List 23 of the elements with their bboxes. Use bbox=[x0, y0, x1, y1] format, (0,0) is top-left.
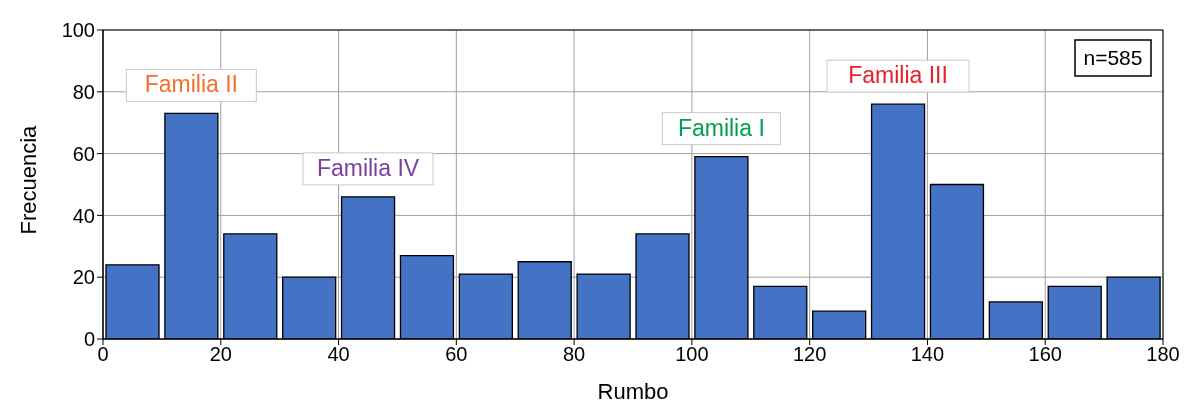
y-tick-label: 0 bbox=[83, 328, 95, 351]
annotation: Familia IV bbox=[316, 154, 420, 181]
x-tick-label: 180 bbox=[1146, 343, 1180, 366]
x-tick-label: 120 bbox=[792, 343, 827, 366]
annotation: Familia I bbox=[677, 114, 765, 141]
annotation: Familia III bbox=[848, 62, 948, 89]
x-tick-label: 80 bbox=[562, 343, 586, 366]
x-tick-label: 100 bbox=[675, 343, 709, 366]
x-tick-label: 20 bbox=[209, 343, 232, 366]
x-axis-title: Rumbo bbox=[597, 379, 669, 404]
y-tick-label: 100 bbox=[61, 19, 95, 42]
x-tick-label: 140 bbox=[910, 343, 945, 366]
x-tick-label: 60 bbox=[445, 343, 468, 366]
y-axis-title: Frecuencia bbox=[15, 124, 41, 235]
annotation: Familia II bbox=[144, 71, 238, 98]
y-tick-label: 20 bbox=[72, 266, 95, 289]
x-tick-label: 160 bbox=[1028, 343, 1062, 366]
annotation: n=585 bbox=[1083, 46, 1143, 69]
y-tick-label: 40 bbox=[72, 204, 95, 227]
y-tick-label: 60 bbox=[72, 142, 95, 165]
y-tick-label: 80 bbox=[72, 80, 95, 103]
x-tick-label: 0 bbox=[97, 343, 109, 366]
x-tick-label: 40 bbox=[327, 343, 350, 366]
